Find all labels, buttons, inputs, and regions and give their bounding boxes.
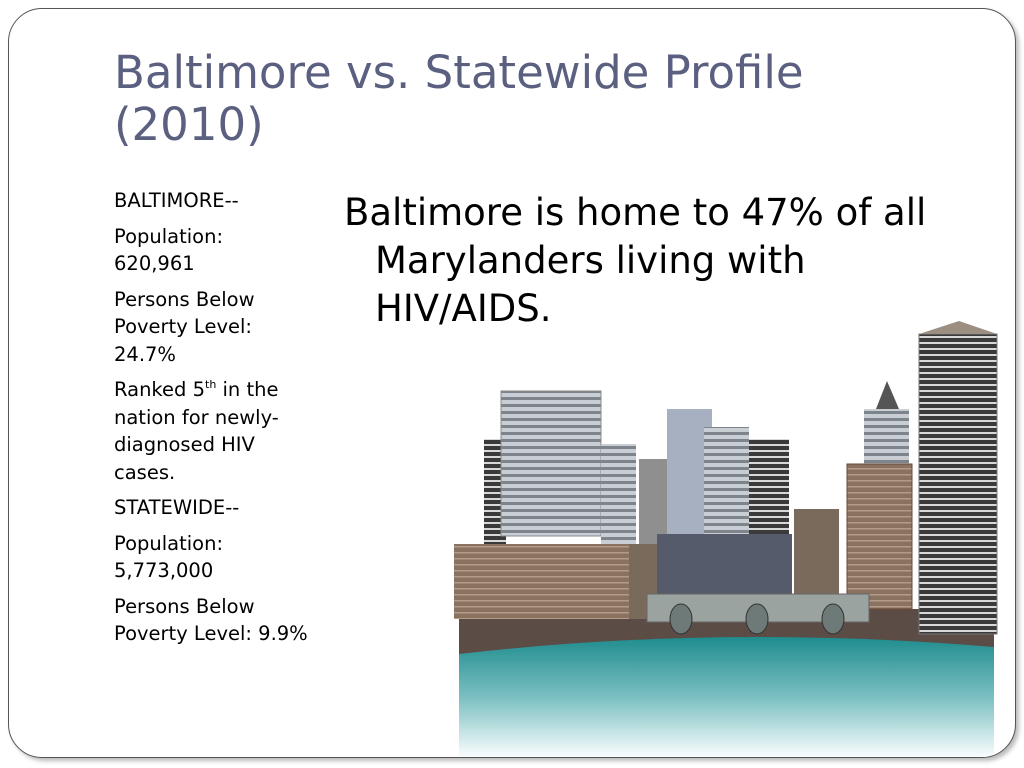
text: Ranked 5 <box>114 378 206 401</box>
list-item: BALTIMORE-- <box>114 189 239 212</box>
list-item: Persons Below Poverty Level: 24.7% <box>114 287 255 366</box>
main-text: Baltimore is home to 47% of all Maryland… <box>344 191 927 330</box>
stats-list: BALTIMORE-- Population: 620,961 Persons … <box>114 187 309 656</box>
list-item: STATEWIDE-- <box>114 496 240 519</box>
list-item: Ranked 5th in the nation for newly-diagn… <box>114 376 309 486</box>
skyline-illustration <box>454 321 998 757</box>
superscript: th <box>205 378 217 391</box>
list-item: Population: 620,961 <box>114 224 224 276</box>
slide: Baltimore vs. Statewide Profile (2010) B… <box>8 8 1016 758</box>
slide-title: Baltimore vs. Statewide Profile (2010) <box>114 46 804 151</box>
list-item: Population: 5,773,000 <box>114 531 224 583</box>
text: in the nation for newly-diagnosed HIV ca… <box>114 378 279 484</box>
list-item: Persons Below Poverty Level: 9.9% <box>114 594 308 646</box>
